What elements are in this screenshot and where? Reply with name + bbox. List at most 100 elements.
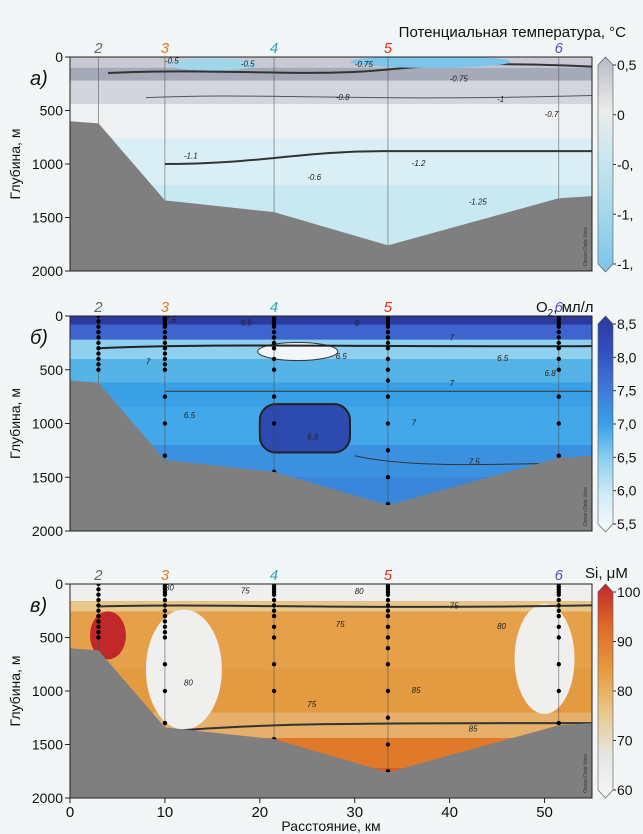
contour-label: 6 — [355, 319, 360, 328]
sample-point — [96, 608, 101, 613]
y-tick-label: 500 — [40, 362, 64, 378]
field-band — [70, 316, 592, 325]
sample-point — [162, 367, 168, 372]
station-label: 3 — [161, 567, 170, 584]
contour-line — [164, 722, 592, 733]
sample-point — [385, 646, 391, 651]
sample-point — [162, 340, 168, 346]
sample-point — [162, 629, 168, 635]
sample-point — [162, 394, 168, 399]
field-band — [70, 382, 592, 407]
station-label: 2 — [93, 299, 103, 316]
colorbar-tick-label: 6,0 — [617, 483, 637, 499]
colorbar-tick-label: -0, — [617, 157, 633, 173]
sample-point — [162, 592, 168, 597]
sample-point — [385, 335, 391, 340]
sample-point — [556, 592, 561, 597]
y-tick-label: 1000 — [32, 683, 63, 699]
sample-point — [385, 624, 391, 629]
sample-point — [385, 475, 391, 480]
sample-point — [385, 603, 391, 608]
sample-point — [162, 329, 168, 335]
contour-label: 80 — [184, 679, 193, 688]
sample-point — [385, 421, 391, 426]
colorbar-tick-label: 6,5 — [617, 449, 637, 465]
y-axis-label: Глубина, м — [7, 388, 23, 459]
contour-label: 7.5 — [469, 457, 481, 466]
sample-point — [96, 335, 101, 340]
sample-point — [162, 421, 168, 426]
sample-point — [162, 619, 168, 624]
sample-point — [385, 367, 391, 372]
contour-label: -1.2 — [412, 159, 426, 168]
colorbar-tick-label: 100 — [617, 584, 641, 600]
sample-point — [271, 356, 277, 362]
x-tick-label: 0 — [66, 804, 74, 821]
colorbar-tick-label: 60 — [617, 782, 633, 798]
sample-point — [96, 629, 101, 635]
station-label: 5 — [384, 40, 393, 57]
sample-point — [556, 356, 561, 362]
colorbar-title: Потенциальная температура, °C — [399, 24, 626, 41]
sample-point — [271, 324, 277, 329]
colorbar-tick-label: -1, — [617, 256, 633, 272]
station-label: 4 — [270, 567, 278, 584]
sample-point — [96, 587, 101, 592]
contour-label: 6.5 — [241, 319, 253, 328]
sample-point — [556, 346, 561, 351]
sample-point — [271, 367, 277, 372]
field-band — [70, 80, 592, 105]
colorbar — [597, 315, 614, 533]
sample-point — [271, 394, 277, 399]
field-band — [70, 57, 592, 68]
sample-point — [271, 635, 277, 640]
contour-label: 6.8 — [545, 369, 557, 378]
sample-point — [162, 324, 168, 329]
watermark: Ocean Data View — [583, 227, 589, 266]
colorbar — [597, 583, 614, 799]
sample-point — [96, 624, 101, 629]
sample-point — [96, 619, 101, 624]
sample-point — [556, 688, 561, 694]
colorbar-tick-label: 80 — [617, 683, 633, 699]
colorbar-tick-label: 70 — [617, 733, 633, 749]
low-silicate-zone — [145, 609, 222, 730]
sample-point — [271, 592, 277, 597]
x-tick-label: 20 — [251, 804, 268, 821]
station-label: 5 — [384, 299, 393, 316]
contour-label: -0.8 — [336, 93, 350, 102]
sample-point — [271, 335, 277, 340]
contour-line — [145, 95, 592, 99]
sample-point — [385, 608, 391, 613]
sample-point — [271, 346, 277, 351]
watermark: Ocean Data View — [583, 754, 589, 793]
sample-point — [162, 362, 168, 367]
station-label: 6 — [555, 567, 564, 584]
colorbar-title: Si, μM — [585, 565, 628, 582]
sample-point — [96, 319, 101, 324]
contour-label: 80 — [497, 622, 506, 631]
contour-label: -0.75 — [450, 75, 469, 84]
sample-point — [162, 635, 168, 640]
sample-point — [96, 356, 101, 362]
contour-label: 75 — [241, 587, 250, 596]
contour-line — [98, 604, 592, 608]
y-tick-label: 1000 — [32, 156, 63, 172]
sample-point — [556, 720, 561, 726]
contour-label: 7 — [146, 357, 151, 366]
colorbar-title: O2, мл/л — [536, 299, 594, 319]
sample-point — [96, 597, 101, 603]
sample-point — [162, 624, 168, 629]
sample-point — [96, 329, 101, 335]
sample-point — [271, 329, 277, 335]
y-tick-label: 0 — [55, 49, 63, 65]
y-axis-label: Глубина, м — [7, 129, 23, 200]
colorbar-tick-label: 90 — [617, 634, 633, 650]
contour-label: 80 — [165, 583, 174, 592]
contour-label: 75 — [307, 700, 316, 709]
sample-point — [385, 742, 391, 747]
contour-label: -0.6 — [307, 173, 321, 182]
station-label: 3 — [161, 299, 170, 316]
